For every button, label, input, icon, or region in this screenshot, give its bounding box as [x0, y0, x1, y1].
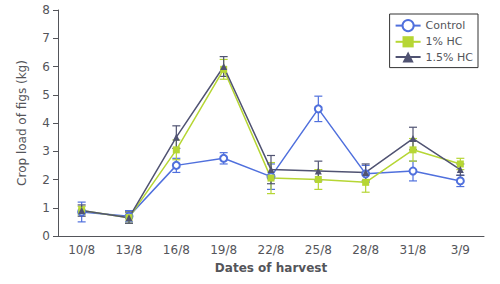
svg-text:25/8: 25/8: [305, 243, 332, 257]
svg-text:1% HC: 1% HC: [426, 35, 463, 48]
svg-text:8: 8: [42, 3, 50, 17]
svg-text:16/8: 16/8: [163, 243, 190, 257]
svg-text:7: 7: [42, 31, 50, 45]
svg-text:3: 3: [42, 144, 50, 158]
svg-text:1: 1: [42, 201, 50, 215]
svg-text:Control: Control: [426, 19, 466, 32]
svg-text:6: 6: [42, 60, 50, 74]
svg-text:3/9: 3/9: [451, 243, 470, 257]
svg-text:22/8: 22/8: [258, 243, 285, 257]
svg-text:4: 4: [42, 116, 50, 130]
svg-text:31/8: 31/8: [400, 243, 427, 257]
svg-text:0: 0: [42, 229, 50, 243]
svg-text:19/8: 19/8: [210, 243, 237, 257]
svg-text:10/8: 10/8: [68, 243, 95, 257]
svg-text:1.5% HC: 1.5% HC: [426, 51, 474, 64]
svg-text:2: 2: [42, 173, 50, 187]
svg-text:Dates of harvest: Dates of harvest: [215, 261, 328, 275]
svg-text:13/8: 13/8: [116, 243, 143, 257]
svg-text:28/8: 28/8: [352, 243, 379, 257]
svg-text:Crop load of figs (kg): Crop load of figs (kg): [15, 60, 29, 186]
svg-text:5: 5: [42, 88, 50, 102]
